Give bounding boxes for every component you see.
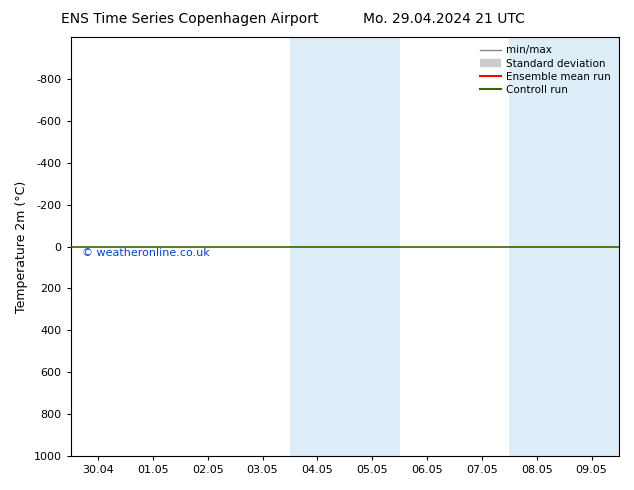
Y-axis label: Temperature 2m (°C): Temperature 2m (°C) [15,180,28,313]
Legend: min/max, Standard deviation, Ensemble mean run, Controll run: min/max, Standard deviation, Ensemble me… [477,42,614,98]
Text: Mo. 29.04.2024 21 UTC: Mo. 29.04.2024 21 UTC [363,12,525,26]
Bar [345,37,399,456]
Bar [564,37,619,456]
Bar [290,37,345,456]
Text: © weatheronline.co.uk: © weatheronline.co.uk [82,248,209,258]
Text: ENS Time Series Copenhagen Airport: ENS Time Series Copenhagen Airport [61,12,319,26]
Bar [509,37,564,456]
